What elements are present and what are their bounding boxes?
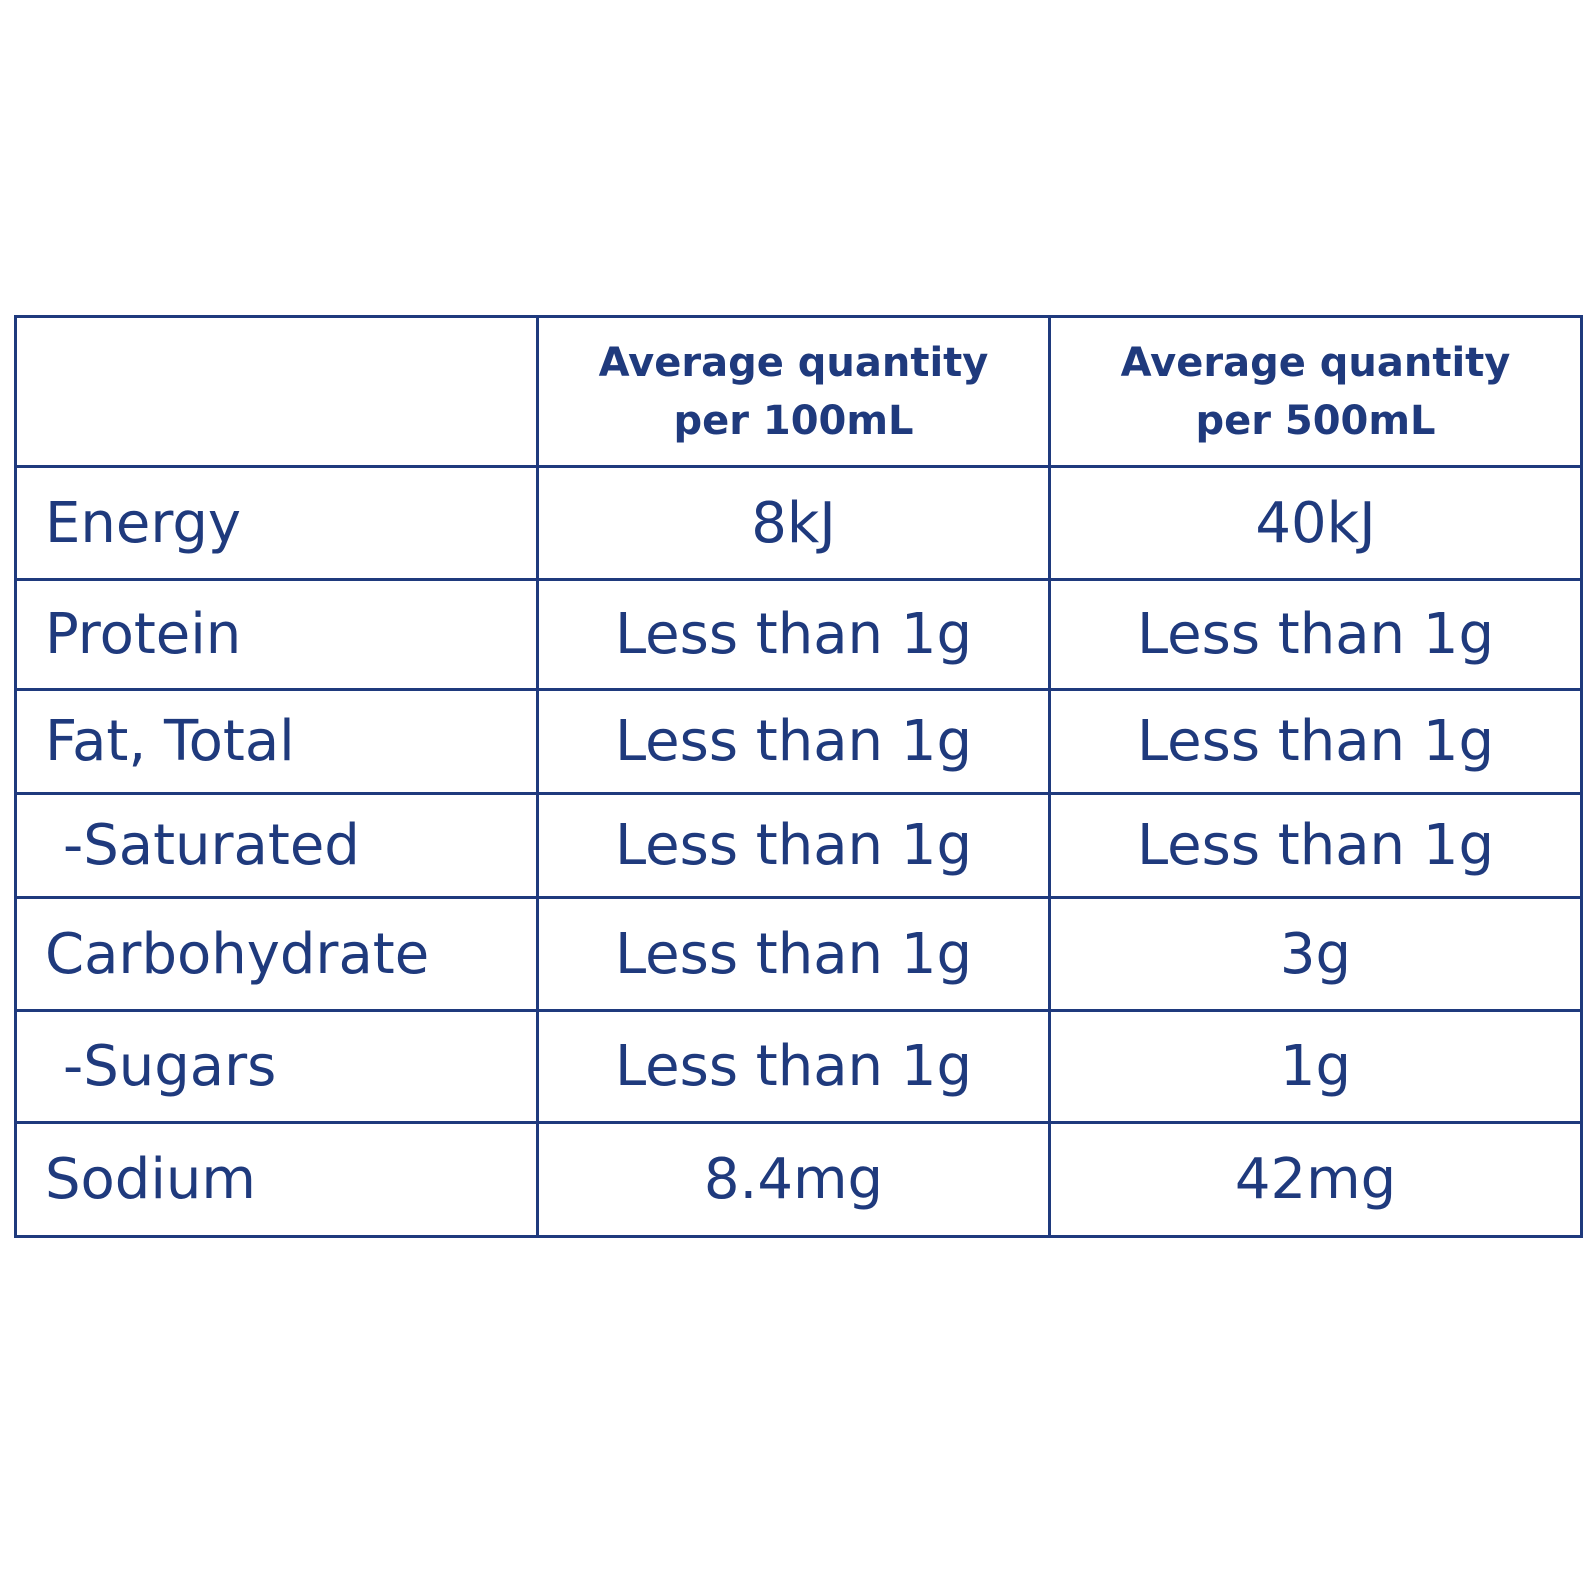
value-per-500ml: 40kJ: [1048, 465, 1583, 581]
value-per-500ml: 1g: [1048, 1009, 1583, 1124]
table-row-sugars: -Sugars Less than 1g 1g: [14, 1009, 1583, 1124]
value-per-500ml: Less than 1g: [1048, 688, 1583, 795]
row-label: -Saturated: [14, 792, 539, 899]
row-label: Protein: [14, 578, 539, 691]
header-per-100ml-line1: Average quantity: [598, 339, 989, 386]
nutrition-information-table: Average quantity per 100mL Average quant…: [14, 315, 1583, 1238]
header-per-500ml-line1: Average quantity: [1120, 339, 1511, 386]
table-row-fat-total: Fat, Total Less than 1g Less than 1g: [14, 688, 1583, 795]
table-row-protein: Protein Less than 1g Less than 1g: [14, 578, 1583, 691]
table-row-carbohydrate: Carbohydrate Less than 1g 3g: [14, 896, 1583, 1012]
value-per-100ml: Less than 1g: [536, 688, 1051, 795]
header-per-100ml-line2: per 100mL: [673, 397, 914, 444]
value-per-100ml: 8kJ: [536, 465, 1051, 581]
table-header-row: Average quantity per 100mL Average quant…: [14, 315, 1583, 468]
header-per-500ml: Average quantity per 500mL: [1048, 315, 1583, 468]
table-row-sodium: Sodium 8.4mg 42mg: [14, 1121, 1583, 1238]
table-row-saturated: -Saturated Less than 1g Less than 1g: [14, 792, 1583, 899]
value-per-100ml: Less than 1g: [536, 896, 1051, 1012]
header-per-100ml: Average quantity per 100mL: [536, 315, 1051, 468]
value-per-100ml: 8.4mg: [536, 1121, 1051, 1238]
row-label: Carbohydrate: [14, 896, 539, 1012]
value-per-100ml: Less than 1g: [536, 578, 1051, 691]
value-per-500ml: Less than 1g: [1048, 792, 1583, 899]
value-per-500ml: Less than 1g: [1048, 578, 1583, 691]
value-per-100ml: Less than 1g: [536, 1009, 1051, 1124]
header-empty-cell: [14, 315, 539, 468]
row-label: Energy: [14, 465, 539, 581]
value-per-500ml: 42mg: [1048, 1121, 1583, 1238]
value-per-500ml: 3g: [1048, 896, 1583, 1012]
header-per-500ml-line2: per 500mL: [1195, 397, 1436, 444]
table-row-energy: Energy 8kJ 40kJ: [14, 465, 1583, 581]
row-label: Sodium: [14, 1121, 539, 1238]
row-label: -Sugars: [14, 1009, 539, 1124]
row-label: Fat, Total: [14, 688, 539, 795]
value-per-100ml: Less than 1g: [536, 792, 1051, 899]
